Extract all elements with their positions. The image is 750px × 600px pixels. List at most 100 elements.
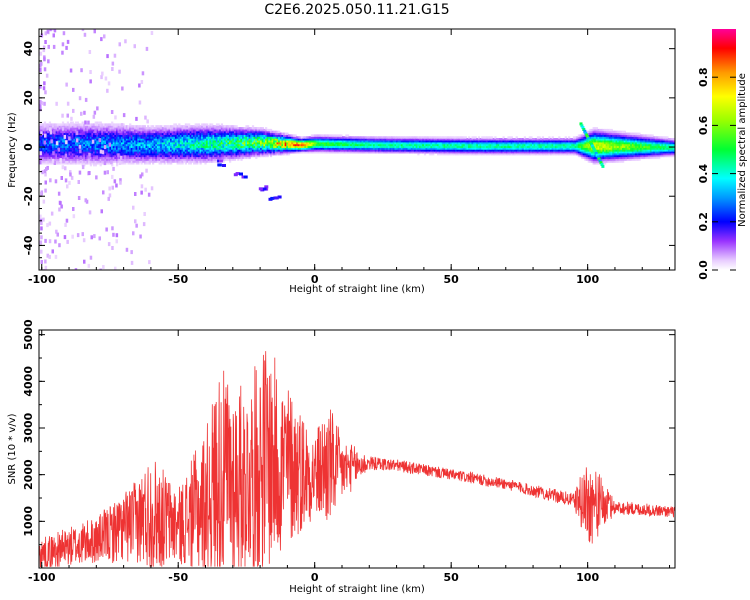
heatmap-cell <box>88 134 91 137</box>
heatmap-cell <box>189 130 192 134</box>
heatmap-cell <box>171 141 174 145</box>
heatmap-cell <box>109 125 112 128</box>
heatmap-cell <box>225 134 228 137</box>
heatmap-cell <box>120 160 124 163</box>
heatmap-cell <box>440 149 443 152</box>
heatmap-cell <box>135 156 138 160</box>
heatmap-cell <box>222 128 225 132</box>
heatmap-cell <box>140 128 143 132</box>
heatmap-cell <box>319 143 322 147</box>
heatmap-cell <box>184 158 188 161</box>
heatmap-cell <box>492 145 495 148</box>
heatmap-cell <box>183 140 186 143</box>
heatmap-cell <box>112 132 115 136</box>
heatmap-cell <box>184 130 188 134</box>
heatmap-cell <box>88 132 91 136</box>
heatmap-cell <box>589 154 592 158</box>
heatmap-cell <box>256 151 260 154</box>
heatmap-cell <box>463 143 466 147</box>
heatmap-cell <box>45 138 48 141</box>
heatmap-cell <box>214 160 217 163</box>
heatmap-cell <box>183 147 186 150</box>
heatmap-cell <box>68 149 71 152</box>
heatmap-cell <box>240 145 243 148</box>
heatmap-cell <box>142 134 145 137</box>
heatmap-cell <box>161 143 165 147</box>
heatmap-cell <box>96 130 99 134</box>
heatmap-cell <box>568 141 571 145</box>
heatmap-cell <box>45 140 48 143</box>
heatmap-cell <box>212 149 215 152</box>
heatmap-cell <box>364 138 368 141</box>
heatmap-cell <box>168 127 171 130</box>
heatmap-cell <box>554 143 558 147</box>
heatmap-cell <box>94 132 97 136</box>
heatmap-cell <box>281 149 284 152</box>
heatmap-cell <box>227 128 230 132</box>
heatmap-cell <box>120 138 124 141</box>
heatmap-cell <box>212 145 215 148</box>
heatmap-cell <box>99 121 102 124</box>
heatmap-cell <box>243 132 246 136</box>
heatmap-cell <box>165 141 168 145</box>
heatmap-cell <box>425 149 428 152</box>
heatmap-cell <box>261 128 264 132</box>
heatmap-cell <box>125 136 129 139</box>
heatmap-cell <box>597 136 600 139</box>
heatmap-cell <box>356 149 359 152</box>
heatmap-cell <box>194 152 197 156</box>
heatmap-cell <box>120 130 124 134</box>
heatmap-cell <box>66 125 70 128</box>
heatmap-cell <box>129 145 132 148</box>
heatmap-cell <box>263 132 266 136</box>
heatmap-cell <box>514 140 517 143</box>
heatmap-cell <box>332 145 335 148</box>
heatmap-cell <box>505 138 509 141</box>
heatmap-cell <box>76 151 79 154</box>
heatmap-cell <box>196 127 199 130</box>
heatmap-cell <box>222 138 225 141</box>
heatmap-cell <box>88 162 91 165</box>
heatmap-cell <box>278 145 281 148</box>
heatmap-cell <box>469 151 472 154</box>
heatmap-cell <box>191 152 194 156</box>
heatmap-cell <box>217 140 220 143</box>
heatmap-cell <box>581 141 584 145</box>
heatmap-cell <box>220 151 224 154</box>
heatmap-cell <box>84 160 88 163</box>
heatmap-cell <box>76 141 79 145</box>
heatmap-cell <box>260 141 263 145</box>
heatmap-cell <box>204 132 207 136</box>
heatmap-cell <box>345 138 348 141</box>
heatmap-cell <box>284 152 287 156</box>
heatmap-cell <box>514 152 517 156</box>
heatmap-cell <box>289 141 292 145</box>
heatmap-cell <box>68 147 71 150</box>
heatmap-cell <box>129 151 132 154</box>
heatmap-cell <box>256 145 260 148</box>
heatmap-cell <box>522 143 525 147</box>
heatmap-cell <box>184 154 188 158</box>
heatmap-cell <box>173 149 176 152</box>
heatmap-cell <box>193 130 196 134</box>
heatmap-cell <box>137 136 140 139</box>
heatmap-cell <box>278 130 281 134</box>
heatmap-cell <box>212 134 215 137</box>
heatmap-cell <box>301 145 304 148</box>
heatmap-cell <box>382 136 386 139</box>
heatmap-cell <box>400 143 404 147</box>
heatmap-cell <box>324 134 327 137</box>
heatmap-cell <box>116 154 119 158</box>
heatmap-cell <box>306 145 309 148</box>
heatmap-cell <box>229 136 232 139</box>
heatmap-cell <box>70 156 73 160</box>
heatmap-cell <box>109 136 112 139</box>
heatmap-cell <box>119 143 122 147</box>
heatmap-cell <box>86 138 89 141</box>
heatmap-cell <box>284 140 287 143</box>
heatmap-cell <box>211 154 214 158</box>
heatmap-cell <box>155 145 158 148</box>
heatmap-cell <box>179 125 183 128</box>
heatmap-cell <box>577 152 581 156</box>
heatmap-cell <box>489 145 492 148</box>
